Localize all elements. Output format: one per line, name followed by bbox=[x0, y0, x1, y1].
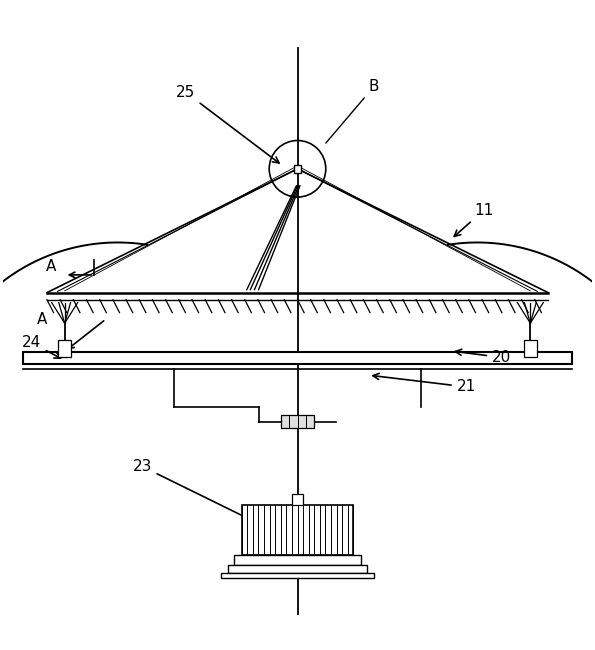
Text: 23: 23 bbox=[133, 459, 252, 521]
Text: 21: 21 bbox=[373, 373, 476, 395]
Bar bbox=[242, 505, 353, 555]
Bar bbox=[281, 415, 314, 428]
Bar bbox=[292, 494, 303, 505]
Text: 24: 24 bbox=[22, 335, 61, 358]
Text: B: B bbox=[326, 79, 380, 143]
Bar bbox=[234, 555, 361, 566]
Text: A: A bbox=[45, 259, 56, 274]
Text: 20: 20 bbox=[455, 349, 511, 365]
Text: A: A bbox=[37, 311, 47, 326]
Bar bbox=[23, 352, 572, 365]
Bar bbox=[58, 340, 71, 358]
Text: 25: 25 bbox=[176, 84, 279, 163]
Text: 11: 11 bbox=[454, 203, 494, 237]
Bar bbox=[524, 340, 537, 358]
Bar bbox=[221, 573, 374, 578]
Bar bbox=[228, 566, 367, 573]
Bar bbox=[294, 165, 301, 173]
